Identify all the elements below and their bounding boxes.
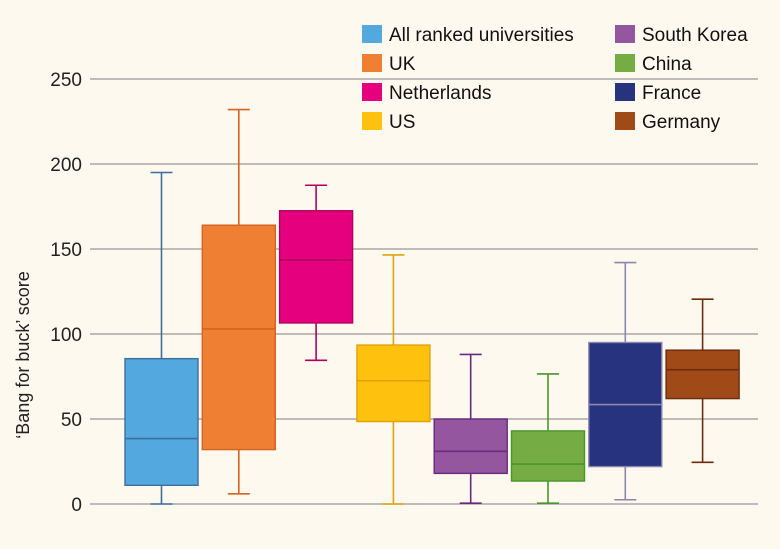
y-tick-label: 100	[50, 325, 82, 346]
box-south-korea	[433, 353, 508, 504]
legend-item: Germany	[615, 112, 721, 133]
legend-swatch	[615, 54, 635, 72]
legend-label: China	[642, 54, 692, 75]
legend-item: All ranked universities	[362, 25, 574, 46]
y-axis-label: ‘Bang for buck’ score	[13, 271, 33, 438]
legend-label: All ranked universities	[389, 25, 574, 46]
iqr-box	[124, 357, 199, 486]
legend-swatch	[362, 54, 382, 72]
legend-item: France	[615, 83, 701, 104]
legend-swatch	[615, 25, 635, 43]
iqr-box	[665, 349, 740, 400]
legend-label: South Korea	[642, 25, 748, 46]
legend-label: US	[389, 112, 415, 133]
y-tick-label: 0	[71, 495, 82, 516]
box-us	[356, 254, 431, 505]
boxes	[124, 108, 740, 505]
legend-label: Netherlands	[389, 83, 491, 104]
y-tick-label: 50	[61, 410, 82, 431]
legend-label: France	[642, 83, 701, 104]
y-tick-label: 150	[50, 240, 82, 261]
legend-label: UK	[389, 54, 416, 75]
y-tick-label: 250	[50, 70, 82, 91]
box-all-ranked-universities	[124, 171, 199, 505]
gridlines	[90, 78, 758, 505]
legend-item: South Korea	[615, 25, 748, 46]
y-axis-ticks: 0 50 100 150 200 250	[50, 70, 82, 516]
legend-swatch	[362, 25, 382, 43]
legend-item: UK	[362, 54, 416, 75]
y-tick-label: 200	[50, 155, 82, 176]
legend-swatch	[362, 112, 382, 130]
legend: All ranked universities UK Netherlands US So…	[362, 25, 748, 133]
legend-swatch	[362, 83, 382, 101]
iqr-box	[510, 430, 586, 482]
box-france	[588, 261, 663, 501]
legend-swatch	[615, 112, 635, 130]
box-germany	[665, 298, 740, 464]
iqr-box	[201, 224, 277, 451]
iqr-box	[433, 418, 508, 475]
legend-item: Netherlands	[362, 83, 491, 104]
legend-item: China	[615, 54, 692, 75]
box-uk	[201, 108, 277, 495]
legend-item: US	[362, 112, 415, 133]
box-china	[510, 373, 586, 504]
legend-label: Germany	[642, 112, 721, 133]
iqr-box	[278, 210, 354, 324]
iqr-box	[356, 344, 431, 423]
legend-swatch	[615, 83, 635, 101]
box-netherlands	[278, 184, 354, 362]
